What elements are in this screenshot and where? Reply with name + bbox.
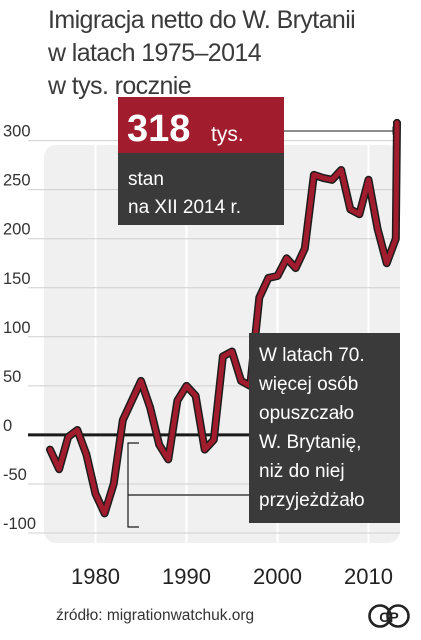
callout-unit: tys. xyxy=(211,123,244,146)
cp-logo-icon: CP xyxy=(368,604,410,628)
title-line-3: w tys. rocznie xyxy=(48,72,192,100)
x-tick-label-1990: 1990 xyxy=(162,564,211,589)
title-line-2: w latach 1975–2014 xyxy=(48,39,262,67)
note-line-6: przyjeżdżało xyxy=(259,490,365,511)
data-point-2014 xyxy=(396,122,398,124)
data-point-2007 xyxy=(340,169,343,171)
data-point-1996 xyxy=(240,380,242,382)
data-point-2006 xyxy=(331,179,333,181)
note-line-5: niż do niej xyxy=(259,461,345,482)
y-tick-label--100: -100 xyxy=(3,515,36,533)
data-point-1975 xyxy=(49,448,51,451)
data-point-2002 xyxy=(294,267,297,269)
callout-red-box xyxy=(118,97,284,153)
data-point-1991 xyxy=(194,394,197,397)
data-point-1992 xyxy=(203,448,206,451)
data-point-1988 xyxy=(167,458,170,461)
data-point-1978 xyxy=(76,429,79,431)
title-line-1: Imigracja netto do W. Brytanii xyxy=(48,6,356,34)
data-point-1987 xyxy=(158,443,160,446)
callout-1970s-note: W latach 70. więcej osób opuszczało W. B… xyxy=(249,333,400,523)
data-point-1982 xyxy=(112,483,115,485)
y-tick-label-0: 0 xyxy=(3,417,12,435)
data-point-2001 xyxy=(285,257,288,260)
data-point-2005 xyxy=(322,177,324,179)
data-point-2012 xyxy=(385,262,388,265)
data-point-1994 xyxy=(222,355,224,358)
note-line-3: opuszczało xyxy=(259,403,354,424)
data-point-2008 xyxy=(349,208,352,211)
data-point-1998 xyxy=(258,296,261,299)
callout-line-1: stan xyxy=(128,169,164,190)
source-note: źródło: migrationwatchuk.org xyxy=(56,607,255,624)
chart-title: Imigracja netto do W. Brytanii w latach … xyxy=(48,4,418,103)
data-point-1977 xyxy=(67,436,69,438)
note-line-2: więcej osób xyxy=(258,374,358,395)
data-point-1985 xyxy=(140,380,142,382)
data-point-1976 xyxy=(58,468,60,471)
y-tick-label-200: 200 xyxy=(3,221,31,239)
data-point-2011 xyxy=(376,228,379,230)
callout-current-value: 318 tys. stan na XII 2014 r. xyxy=(118,97,284,225)
data-point-2004 xyxy=(313,174,315,176)
callout-value: 318 xyxy=(127,108,190,150)
data-point-2003 xyxy=(304,247,306,250)
logo-text: CP xyxy=(379,609,398,625)
data-point-1995 xyxy=(231,350,233,353)
data-point-2013 xyxy=(395,237,397,240)
callout-dark-box xyxy=(118,153,284,225)
x-tick-label-2010: 2010 xyxy=(344,564,393,589)
series-line xyxy=(47,120,400,516)
y-tick-label--50: -50 xyxy=(3,466,27,484)
y-tick-label-100: 100 xyxy=(3,319,31,337)
x-tick-label-1980: 1980 xyxy=(71,564,120,589)
data-point-1990 xyxy=(185,385,188,387)
note-line-4: W. Brytanię, xyxy=(259,432,361,453)
x-tick-label-2000: 2000 xyxy=(253,564,302,589)
data-point-1980 xyxy=(94,492,97,495)
data-point-1979 xyxy=(85,453,88,456)
line-chart: 300 250 200 150 100 50 0 -50 -100 1980 1990 2000 20… xyxy=(3,97,401,589)
data-point-1999 xyxy=(267,277,270,279)
data-point-1983 xyxy=(122,419,124,421)
y-tick-label-150: 150 xyxy=(3,270,31,288)
note-bracket xyxy=(127,442,139,528)
y-tick-label-50: 50 xyxy=(3,368,21,386)
note-box xyxy=(249,333,400,523)
data-point-1984 xyxy=(131,399,133,402)
y-tick-label-300: 300 xyxy=(3,123,31,141)
y-tick-label-250: 250 xyxy=(3,172,31,190)
data-point-1981 xyxy=(103,512,106,515)
data-point-1993 xyxy=(213,439,215,441)
data-point-2000 xyxy=(276,275,279,277)
note-line-1: W latach 70. xyxy=(259,345,365,366)
data-point-1989 xyxy=(176,399,179,402)
data-point-2010 xyxy=(367,179,370,181)
data-point-2009 xyxy=(358,213,361,215)
callout-line-2: na XII 2014 r. xyxy=(128,197,241,218)
data-point-1986 xyxy=(149,406,151,409)
